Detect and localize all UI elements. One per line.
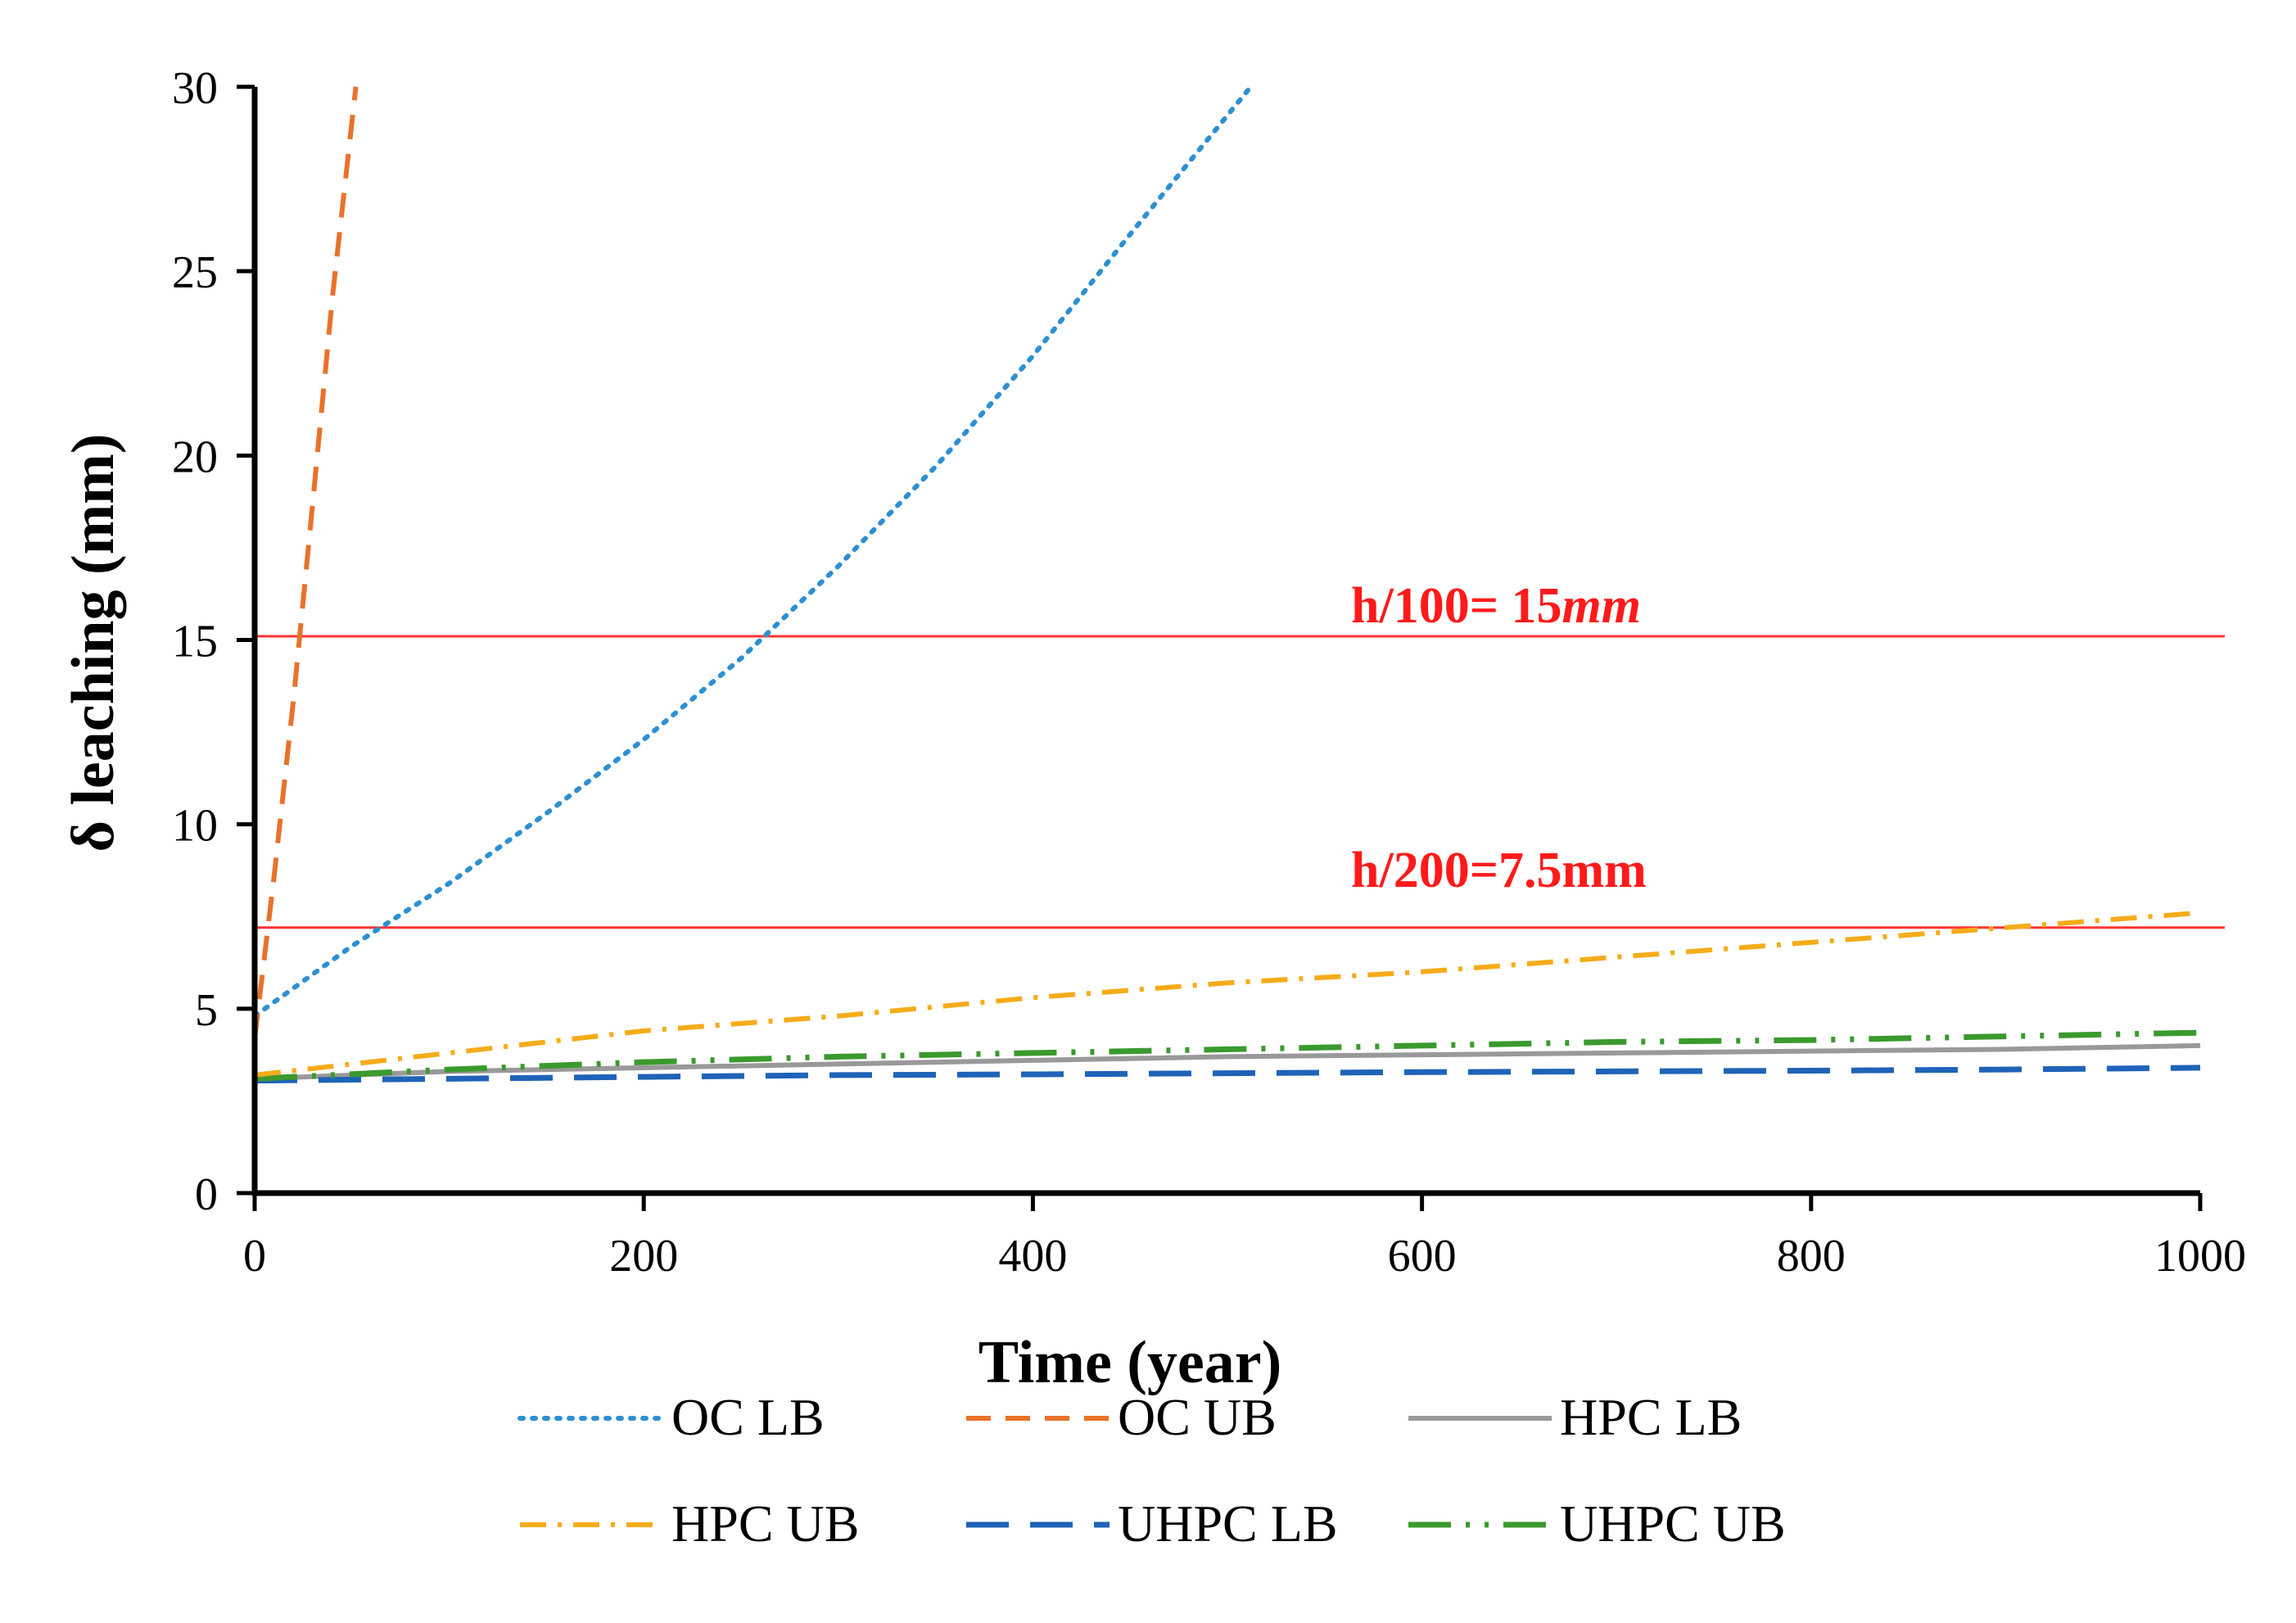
legend-label: UHPC LB — [1118, 1494, 1338, 1553]
y-axis-title: δ leaching (mm) — [60, 433, 127, 852]
legend-label: HPC LB — [1560, 1388, 1742, 1446]
series-line-uhpc-lb — [254, 1065, 2201, 1084]
x-tick-label: 600 — [1388, 1231, 1457, 1282]
series-line-oc-ub — [252, 86, 359, 1039]
y-ticks: 0 5 10 15 20 25 30 — [172, 63, 255, 1220]
legend-label: OC LB — [671, 1388, 825, 1446]
legend: OC LB OC UB HPC LB HPC UB UHPC LB UHPC UB — [518, 1388, 1786, 1553]
x-tick-label: 400 — [998, 1231, 1067, 1282]
y-tick-label: 10 — [172, 801, 218, 852]
x-tick-label: 0 — [243, 1231, 266, 1282]
series-line-hpc-lb — [254, 1042, 2201, 1082]
series-line-uhpc-ub — [254, 1029, 2201, 1082]
reference-label-h200: h/200=7.5mm — [1351, 843, 1647, 898]
legend-label: UHPC UB — [1560, 1494, 1786, 1553]
y-tick-label: 30 — [172, 63, 218, 114]
legend-label: HPC UB — [671, 1494, 859, 1553]
legend-label: OC UB — [1118, 1388, 1277, 1446]
x-tick-label: 800 — [1777, 1231, 1846, 1282]
series-line-hpc-ub — [254, 910, 2201, 1078]
x-tick-label: 1000 — [2154, 1231, 2246, 1282]
x-axis-title: Time (year) — [979, 1329, 1282, 1396]
x-tick-label: 200 — [609, 1231, 678, 1282]
x-ticks: 0 200 400 600 800 1000 — [243, 1193, 2246, 1282]
y-tick-label: 5 — [195, 985, 218, 1036]
y-tick-label: 25 — [172, 247, 218, 298]
reference-label-h100: h/100= 15mm — [1351, 578, 1641, 634]
series-layer — [252, 84, 2201, 1084]
series-line-oc-lb — [252, 84, 1254, 1019]
y-tick-label: 20 — [172, 432, 218, 482]
y-tick-label: 0 — [195, 1169, 218, 1220]
y-tick-label: 15 — [172, 617, 218, 667]
reference-lines — [255, 635, 2225, 929]
